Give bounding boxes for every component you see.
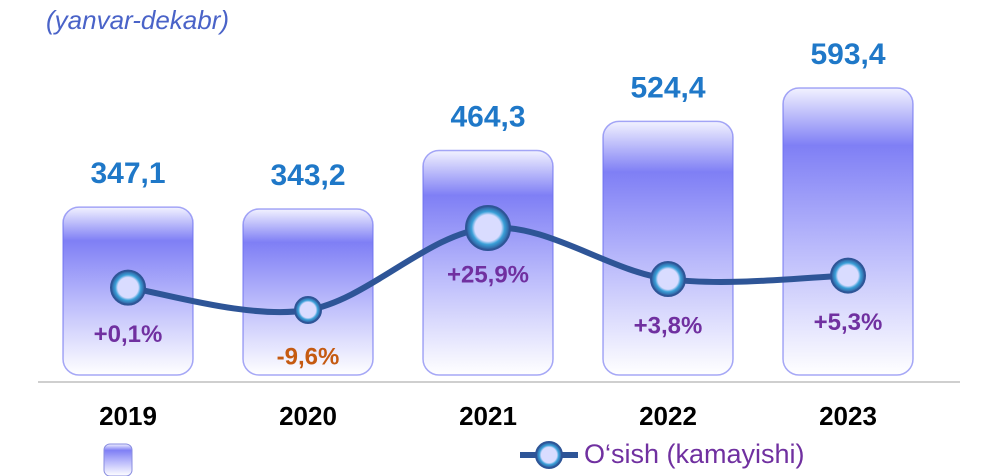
bar <box>422 149 554 376</box>
line-value-label: +25,9% <box>447 261 529 288</box>
line-value-label: -9,6% <box>277 343 340 370</box>
line-value-label: +0,1% <box>94 321 163 348</box>
bar <box>602 120 734 376</box>
bar <box>782 87 914 376</box>
legend-label: O‘sish (kamayishi) <box>584 439 805 469</box>
legend-bar-icon <box>103 443 133 476</box>
line-marker <box>110 269 146 306</box>
bar-value-label: 343,2 <box>270 159 345 192</box>
x-tick-label: 2020 <box>279 401 337 431</box>
line-marker <box>465 205 511 251</box>
x-tick-label: 2022 <box>639 401 697 431</box>
bar <box>242 208 374 376</box>
line-marker <box>650 261 686 298</box>
bar-value-label: 524,4 <box>630 71 705 104</box>
chart-subtitle: (yanvar-dekabr) <box>46 5 229 35</box>
bar-value-label: 464,3 <box>450 100 525 133</box>
x-tick-label: 2023 <box>819 401 877 431</box>
line-marker <box>294 296 322 324</box>
x-tick-label: 2019 <box>99 401 157 431</box>
line-value-label: +5,3% <box>814 309 883 336</box>
x-tick-label: 2021 <box>459 401 517 431</box>
line-marker <box>830 257 866 294</box>
bar-value-label: 347,1 <box>90 157 165 190</box>
legend-marker <box>535 441 563 469</box>
line-value-label: +3,8% <box>634 312 703 339</box>
bar-value-label: 593,4 <box>810 38 885 71</box>
